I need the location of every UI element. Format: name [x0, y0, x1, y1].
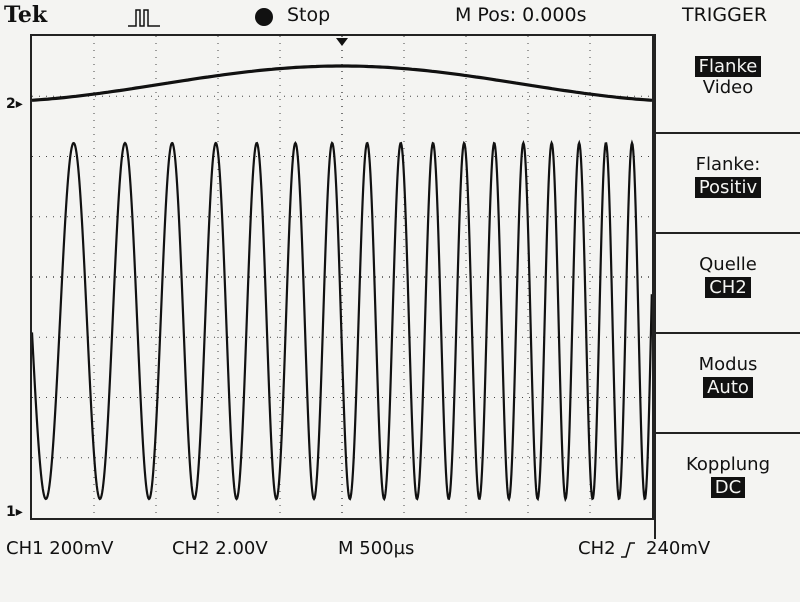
source-label: Quelle: [699, 254, 757, 275]
ch2-ground-marker: 2▸: [6, 96, 23, 112]
graticule: [32, 36, 652, 518]
menu-trigger-mode[interactable]: Modus Auto: [656, 334, 800, 434]
menu-trigger-slope[interactable]: Flanke: Positiv: [656, 134, 800, 234]
ch2-scale: CH2 2.00V: [172, 538, 268, 559]
trigger-source-readout: CH2: [578, 538, 616, 559]
coupling-value: DC: [710, 477, 746, 498]
trigger-type-selected: Flanke: [694, 56, 762, 77]
mode-label: Modus: [698, 354, 758, 375]
run-state: Stop: [287, 4, 331, 26]
menu-trigger-type[interactable]: Flanke Video: [656, 34, 800, 134]
rising-edge-icon: [621, 542, 635, 558]
ch1-ground-marker: 1▸: [6, 504, 23, 520]
waveform-display: [30, 34, 654, 520]
timebase: M 500µs: [338, 538, 415, 559]
horizontal-position-readout: M Pos: 0.000s: [455, 4, 587, 26]
menu-title: TRIGGER: [682, 4, 768, 26]
traces: [32, 64, 652, 503]
acquisition-state-icon: [255, 8, 273, 26]
ch1-scale: CH1 200mV: [6, 538, 114, 559]
trigger-menu: Flanke Video Flanke: Positiv Quelle CH2 …: [654, 34, 800, 539]
pulse-waveform-icon: [128, 9, 160, 27]
trigger-level: 240mV: [646, 538, 711, 559]
status-bar: Tek Stop M Pos: 0.000s TRIGGER: [0, 0, 800, 34]
menu-trigger-source[interactable]: Quelle CH2: [656, 234, 800, 334]
slope-value: Positiv: [694, 177, 762, 198]
slope-label: Flanke:: [695, 154, 761, 175]
readout-bar: CH1 200mV CH2 2.00V M 500µs CH2 240mV: [0, 538, 800, 568]
trigger-type-other: Video: [702, 77, 754, 98]
mode-value: Auto: [703, 377, 753, 398]
brand-logo: Tek: [4, 2, 48, 28]
source-value: CH2: [705, 277, 751, 298]
menu-trigger-coupling[interactable]: Kopplung DC: [656, 434, 800, 534]
coupling-label: Kopplung: [685, 454, 770, 475]
